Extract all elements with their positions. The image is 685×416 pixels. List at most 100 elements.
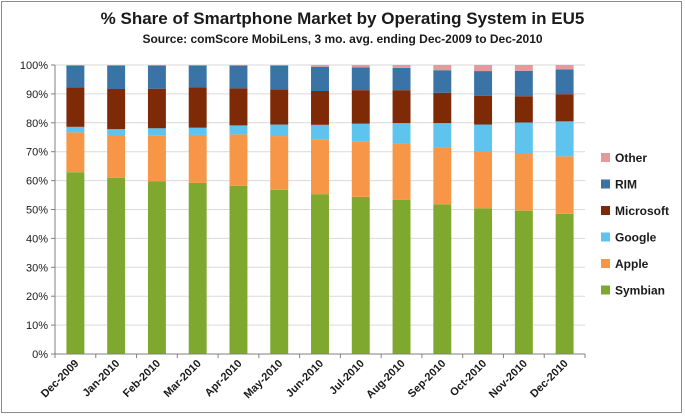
bar-symbian-jan-2010: [107, 177, 126, 354]
x-tick-label: Feb-2010: [121, 358, 163, 400]
x-tick-label: Oct-2010: [448, 358, 489, 399]
bar-other-mar-2010: [188, 65, 207, 66]
bar-microsoft-sep-2010: [433, 92, 452, 124]
bar-symbian-jun-2010: [311, 194, 329, 354]
legend-label-microsoft: Microsoft: [615, 204, 669, 218]
bar-symbian-dec-2009: [66, 172, 85, 354]
y-tick-label: 100%: [20, 60, 48, 72]
bar-google-aug-2010: [392, 123, 411, 144]
bar-symbian-dec-2010: [555, 213, 574, 354]
bar-apple-sep-2010: [433, 147, 452, 205]
bar-other-jul-2010: [351, 65, 370, 68]
bar-other-may-2010: [270, 65, 289, 66]
bar-symbian-sep-2010: [433, 204, 452, 354]
bar-symbian-nov-2010: [514, 210, 533, 354]
bar-symbian-aug-2010: [392, 199, 411, 354]
bar-rim-nov-2010: [514, 70, 533, 97]
bar-rim-may-2010: [270, 65, 289, 90]
bar-symbian-apr-2010: [229, 185, 248, 354]
x-tick-label: Jan-2010: [80, 358, 122, 400]
bar-symbian-may-2010: [270, 189, 289, 354]
bar-symbian-feb-2010: [147, 181, 166, 354]
bar-google-jun-2010: [311, 124, 329, 140]
bar-microsoft-mar-2010: [188, 87, 207, 128]
bar-microsoft-aug-2010: [392, 90, 411, 124]
bar-google-sep-2010: [433, 123, 452, 148]
bar-google-feb-2010: [147, 128, 166, 136]
x-tick-label: Dec-2010: [528, 358, 571, 401]
x-tick-label: May-2010: [242, 358, 286, 402]
bar-other-feb-2010: [147, 65, 166, 66]
x-tick-label: Aug-2010: [364, 358, 408, 402]
y-tick-label: 30%: [26, 262, 48, 274]
bar-apple-jan-2010: [107, 135, 126, 178]
bar-microsoft-dec-2009: [66, 87, 85, 127]
bar-apple-jun-2010: [311, 139, 329, 195]
bar-microsoft-jun-2010: [311, 91, 329, 125]
bar-google-dec-2010: [555, 121, 574, 157]
x-tick-label: Sep-2010: [406, 358, 449, 401]
x-tick-label: Jun-2010: [284, 358, 326, 400]
bar-microsoft-may-2010: [270, 89, 289, 125]
bar-apple-jul-2010: [351, 141, 370, 197]
bar-symbian-oct-2010: [474, 208, 493, 354]
legend-swatch-google: [601, 232, 610, 242]
bar-rim-feb-2010: [147, 65, 166, 89]
legend-label-other: Other: [615, 151, 647, 165]
bar-apple-nov-2010: [514, 154, 533, 211]
bar-rim-aug-2010: [392, 67, 411, 91]
y-tick-label: 10%: [26, 320, 48, 332]
y-tick-label: 50%: [26, 205, 48, 217]
y-tick-label: 40%: [26, 233, 48, 245]
x-tick-label: Apr-2010: [203, 358, 245, 400]
chart-subtitle: Source: comScore MobiLens, 3 mo. avg. en…: [142, 32, 543, 46]
bar-microsoft-apr-2010: [229, 88, 248, 126]
legend-swatch-apple: [601, 259, 610, 268]
bar-microsoft-dec-2010: [555, 94, 574, 122]
bar-other-aug-2010: [392, 65, 411, 68]
legend-label-symbian: Symbian: [615, 284, 665, 298]
bar-symbian-mar-2010: [188, 182, 207, 354]
bar-apple-feb-2010: [147, 135, 166, 182]
y-tick-label: 80%: [26, 118, 48, 130]
y-tick-label: 0%: [32, 349, 48, 361]
bar-google-jul-2010: [351, 123, 370, 142]
bar-other-dec-2010: [555, 65, 574, 70]
bar-rim-sep-2010: [433, 70, 452, 93]
bar-other-jun-2010: [311, 65, 329, 67]
bar-rim-jul-2010: [351, 67, 370, 91]
bar-microsoft-oct-2010: [474, 95, 493, 125]
bar-rim-apr-2010: [229, 65, 248, 89]
bar-google-jan-2010: [107, 129, 126, 136]
x-tick-label: Dec-2009: [39, 358, 82, 401]
legend-label-rim: RIM: [615, 178, 637, 192]
bar-google-apr-2010: [229, 125, 248, 135]
legend-swatch-symbian: [601, 285, 610, 295]
legend-swatch-rim: [601, 179, 610, 189]
bar-google-nov-2010: [514, 122, 533, 155]
bar-rim-mar-2010: [188, 65, 207, 88]
legend-label-google: Google: [615, 231, 657, 245]
bars: [66, 65, 574, 354]
bar-microsoft-jan-2010: [107, 88, 126, 130]
y-tick-labels: 0% 10% 20% 30% 40% 50% 60% 70% 80% 90% 100%: [20, 60, 48, 361]
bar-google-may-2010: [270, 124, 289, 137]
legend-swatch-other: [601, 153, 610, 162]
legend-label-apple: Apple: [615, 257, 649, 271]
y-tick-label: 20%: [26, 291, 48, 303]
bar-microsoft-nov-2010: [514, 96, 533, 123]
bar-apple-mar-2010: [188, 134, 207, 183]
legend-swatch-microsoft: [601, 206, 610, 215]
bar-google-mar-2010: [188, 127, 207, 135]
bar-other-nov-2010: [514, 65, 533, 71]
bar-apple-may-2010: [270, 136, 289, 190]
bar-google-dec-2009: [66, 126, 85, 133]
y-tick-label: 70%: [26, 147, 48, 159]
y-tick-label: 90%: [26, 89, 48, 101]
bar-apple-dec-2009: [66, 132, 85, 173]
bar-symbian-jul-2010: [351, 196, 370, 354]
bar-rim-dec-2009: [66, 65, 85, 88]
bar-rim-dec-2010: [555, 69, 574, 95]
bar-other-dec-2009: [66, 65, 85, 66]
